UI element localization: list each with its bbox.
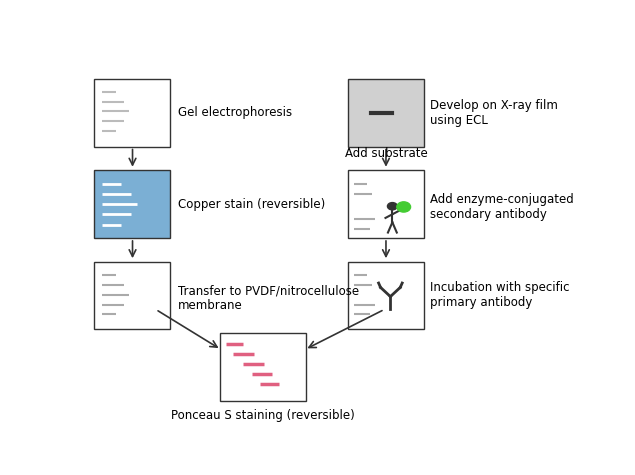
Circle shape [397,202,411,212]
Bar [94,79,170,147]
Text: Add enzyme-conjugated
secondary antibody: Add enzyme-conjugated secondary antibody [430,193,573,221]
Text: Gel electrophoresis: Gel electrophoresis [178,106,292,119]
Bar [220,333,305,401]
Bar [347,79,424,147]
Bar [94,171,170,238]
Circle shape [387,202,398,210]
Bar [347,262,424,330]
Text: Develop on X-ray film
using ECL: Develop on X-ray film using ECL [430,99,558,127]
Text: Ponceau S staining (reversible): Ponceau S staining (reversible) [171,409,354,422]
Bar [94,262,170,330]
Bar [347,171,424,238]
Text: Add substrate: Add substrate [345,147,427,161]
Text: Incubation with specific
primary antibody: Incubation with specific primary antibod… [430,281,569,309]
Text: Copper stain (reversible): Copper stain (reversible) [178,198,325,210]
Text: Transfer to PVDF/nitrocellulose
membrane: Transfer to PVDF/nitrocellulose membrane [178,285,359,313]
